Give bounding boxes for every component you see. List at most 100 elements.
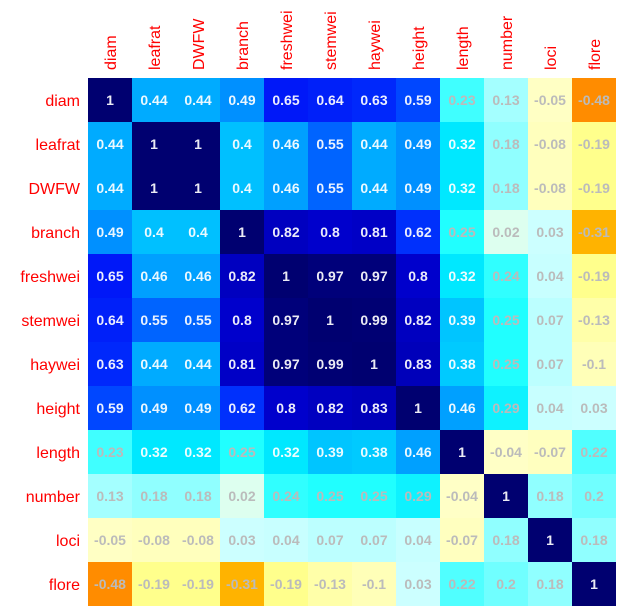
heatmap-cell <box>352 254 396 298</box>
heatmap-value-label: 0.18 <box>492 532 519 548</box>
heatmap-cell <box>132 430 176 474</box>
heatmap-cell <box>440 430 484 474</box>
heatmap-value-label: 0.02 <box>228 488 255 504</box>
heatmap-cell <box>484 562 528 606</box>
heatmap-value-label: -0.1 <box>362 576 386 592</box>
heatmap-value-label: 0.32 <box>140 444 167 460</box>
heatmap-value-label: 1 <box>106 92 114 108</box>
heatmap-cell <box>132 78 176 122</box>
heatmap-value-label: -0.08 <box>534 180 566 196</box>
heatmap-cell <box>440 342 484 386</box>
heatmap-value-label: 0.64 <box>96 312 123 328</box>
heatmap-cell <box>132 386 176 430</box>
heatmap-value-label: 0.59 <box>96 400 123 416</box>
column-labels: diam leafrat DWFW branch freshwei stemwei hayw… <box>103 10 604 70</box>
heatmap-cell <box>528 78 572 122</box>
heatmap-cell <box>528 474 572 518</box>
heatmap-value-label: 0.38 <box>360 444 387 460</box>
heatmap-cell <box>264 254 308 298</box>
heatmap-value-label: 0.32 <box>448 136 475 152</box>
heatmap-value-label: 0.82 <box>228 268 255 284</box>
heatmap-cell <box>572 562 616 606</box>
heatmap-value-label: 1 <box>546 532 554 548</box>
row-labels: diam leafrat DWFW branch freshwei stemwei hayw… <box>20 93 80 594</box>
heatmap-value-label: 0.32 <box>448 268 475 284</box>
heatmap-cell <box>308 562 352 606</box>
heatmap-cell <box>440 562 484 606</box>
heatmap-value-label: -0.19 <box>182 576 214 592</box>
heatmap-cell <box>308 210 352 254</box>
heatmap-cell <box>88 430 132 474</box>
column-label: freshwei <box>279 10 296 70</box>
heatmap-cell <box>396 166 440 210</box>
heatmap-value-label: 0.03 <box>580 400 607 416</box>
heatmap-values: 1 0.44 0.44 0.49 0.65 0.64 0.63 0.59 0.23 0.13 -0.… <box>94 92 610 592</box>
heatmap-value-label: -0.19 <box>138 576 170 592</box>
heatmap-cell <box>308 298 352 342</box>
heatmap-value-label: 0.03 <box>404 576 431 592</box>
heatmap-value-label: 0.07 <box>360 532 387 548</box>
heatmap-cell <box>220 474 264 518</box>
heatmap-value-label: 0.25 <box>360 488 387 504</box>
heatmap-cell <box>264 122 308 166</box>
heatmap-value-label: 1 <box>414 400 422 416</box>
heatmap-cell <box>176 298 220 342</box>
heatmap-cell <box>264 298 308 342</box>
column-label: branch <box>235 21 252 70</box>
heatmap-cell <box>396 210 440 254</box>
heatmap-cell <box>176 474 220 518</box>
heatmap-value-label: 1 <box>150 136 158 152</box>
heatmap-cell <box>264 430 308 474</box>
heatmap-cell <box>264 474 308 518</box>
heatmap-cell <box>264 562 308 606</box>
heatmap-value-label: -0.19 <box>578 268 610 284</box>
heatmap-value-label: 0.49 <box>184 400 211 416</box>
heatmap-value-label: -0.13 <box>578 312 610 328</box>
heatmap-cell <box>308 386 352 430</box>
column-label: haywei <box>367 20 384 70</box>
heatmap-cell <box>264 210 308 254</box>
heatmap-value-label: 0.55 <box>140 312 167 328</box>
heatmap-value-label: -0.07 <box>446 532 478 548</box>
heatmap-value-label: 0.97 <box>272 356 299 372</box>
heatmap-value-label: 0.4 <box>232 180 252 196</box>
heatmap-cell <box>528 122 572 166</box>
heatmap-cell <box>264 518 308 562</box>
heatmap-cell <box>396 386 440 430</box>
heatmap-cell <box>440 518 484 562</box>
heatmap-cell <box>572 342 616 386</box>
heatmap-value-label: 0.81 <box>360 224 387 240</box>
heatmap-cell <box>352 122 396 166</box>
heatmap-value-label: -0.19 <box>578 180 610 196</box>
heatmap-value-label: -0.31 <box>578 224 610 240</box>
heatmap-cell <box>132 562 176 606</box>
heatmap-value-label: 0.8 <box>276 400 296 416</box>
heatmap-value-label: 0.2 <box>584 488 604 504</box>
heatmap-cell <box>132 122 176 166</box>
heatmap-value-label: -0.04 <box>490 444 522 460</box>
heatmap-value-label: 0.44 <box>140 92 167 108</box>
heatmap-cell <box>396 474 440 518</box>
heatmap-cell <box>440 210 484 254</box>
heatmap-value-label: 0.22 <box>580 444 607 460</box>
heatmap-cell <box>528 254 572 298</box>
heatmap-cell <box>528 342 572 386</box>
heatmap-value-label: 0.46 <box>140 268 167 284</box>
heatmap-value-label: 1 <box>150 180 158 196</box>
heatmap-value-label: 0.44 <box>360 136 387 152</box>
heatmap-value-label: -0.08 <box>138 532 170 548</box>
heatmap-value-label: -0.05 <box>534 92 566 108</box>
heatmap-cell <box>440 298 484 342</box>
heatmap-value-label: 0.83 <box>404 356 431 372</box>
column-label: number <box>499 15 516 70</box>
heatmap-cell <box>88 166 132 210</box>
heatmap-value-label: 0.25 <box>228 444 255 460</box>
column-label: leafrat <box>147 25 164 70</box>
heatmap-cell <box>396 298 440 342</box>
heatmap-value-label: 0.23 <box>96 444 123 460</box>
heatmap-value-label: 1 <box>194 136 202 152</box>
heatmap-value-label: -0.31 <box>226 576 258 592</box>
heatmap-cell <box>220 518 264 562</box>
heatmap-value-label: 0.55 <box>316 180 343 196</box>
heatmap-value-label: 0.49 <box>96 224 123 240</box>
